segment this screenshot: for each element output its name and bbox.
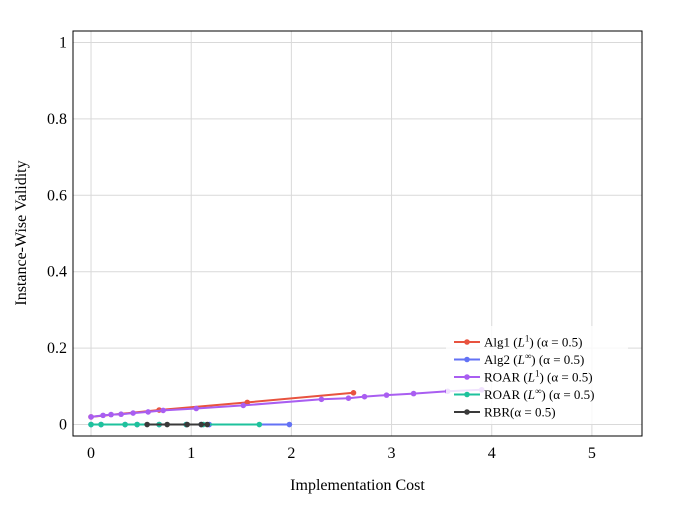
legend-swatch-marker xyxy=(464,374,470,380)
data-point xyxy=(240,402,247,409)
data-point xyxy=(100,412,106,419)
legend-label: Alg2 (L∞) (α = 0.5) xyxy=(484,351,584,367)
data-point xyxy=(286,421,293,428)
data-point xyxy=(318,396,325,403)
legend-swatch-marker xyxy=(464,339,470,345)
legend-label-suffix: ) (α = 0.5) xyxy=(541,387,594,402)
legend-label-prefix: Alg2 ( xyxy=(484,352,518,367)
legend: Alg1 (L1) (α = 0.5)Alg2 (L∞) (α = 0.5)RO… xyxy=(446,326,628,424)
data-point xyxy=(350,390,357,396)
data-point xyxy=(88,421,94,428)
data-point xyxy=(88,414,94,420)
legend-label-prefix: RBR(α = 0.5) xyxy=(484,405,556,420)
legend-label-base: L xyxy=(527,370,535,385)
legend-label-prefix: Alg1 ( xyxy=(484,335,518,350)
legend-swatch-marker xyxy=(464,391,470,398)
legend-item: ROAR (L∞) (α = 0.5) xyxy=(454,386,595,402)
data-point xyxy=(122,421,128,428)
data-point xyxy=(108,411,114,418)
ticks: 0 1 2 3 4 5 0 0.2 0.4 0.6 0.8 1 xyxy=(47,34,596,462)
legend-label-sup: 1 xyxy=(525,334,530,344)
data-point xyxy=(256,421,263,428)
legend-label-suffix: ) (α = 0.5) xyxy=(531,352,584,367)
grid xyxy=(73,31,642,436)
data-point xyxy=(410,390,417,397)
y-axis-title: Instance-Wise Validity xyxy=(13,160,30,305)
data-point xyxy=(144,421,150,428)
y-tick-label: 0.4 xyxy=(47,264,67,281)
y-tick-label: 0 xyxy=(59,417,67,434)
legend-label-suffix: ) (α = 0.5) xyxy=(529,335,582,350)
x-axis-title: Implementation Cost xyxy=(290,477,425,494)
x-tick-label: 5 xyxy=(588,445,596,462)
x-tick-label: 1 xyxy=(187,445,195,462)
data-point xyxy=(164,421,170,428)
legend-item: Alg2 (L∞) (α = 0.5) xyxy=(454,351,584,367)
y-tick-label: 0.6 xyxy=(47,187,67,204)
series-4 xyxy=(144,421,211,428)
data-point xyxy=(361,393,368,400)
data-point xyxy=(134,421,140,428)
legend-label-base: L xyxy=(517,352,525,367)
legend-label-base: L xyxy=(527,387,535,402)
x-tick-label: 2 xyxy=(287,445,295,462)
legend-label-base: L xyxy=(517,335,525,350)
legend-label: RBR(α = 0.5) xyxy=(484,405,556,420)
legend-label: ROAR (L∞) (α = 0.5) xyxy=(484,386,595,402)
legend-label-sup: ∞ xyxy=(525,351,531,361)
y-tick-label: 1 xyxy=(59,34,67,51)
y-tick-label: 0.2 xyxy=(47,340,67,357)
legend-item: RBR(α = 0.5) xyxy=(454,405,556,420)
data-point xyxy=(198,421,205,428)
data-point xyxy=(193,405,200,412)
data-point xyxy=(130,410,136,416)
data-point xyxy=(184,421,191,428)
data-point xyxy=(145,409,151,415)
data-point xyxy=(345,395,352,401)
series-layer xyxy=(88,386,485,428)
data-point xyxy=(204,421,211,428)
y-tick-label: 0.8 xyxy=(47,111,67,128)
data-point xyxy=(160,407,166,414)
plot-frame xyxy=(72,30,643,437)
legend-item: ROAR (L1) (α = 0.5) xyxy=(454,369,593,385)
x-tick-label: 4 xyxy=(488,445,496,462)
data-point xyxy=(383,392,390,398)
data-point xyxy=(118,411,124,418)
legend-label-prefix: ROAR ( xyxy=(484,370,528,385)
data-point xyxy=(98,421,104,428)
legend-swatch-marker xyxy=(464,356,470,363)
legend-label-sup: ∞ xyxy=(535,386,541,396)
legend-label: ROAR (L1) (α = 0.5) xyxy=(484,369,593,385)
x-tick-label: 0 xyxy=(87,445,95,462)
legend-label-suffix: ) (α = 0.5) xyxy=(539,370,592,385)
legend-item: Alg1 (L1) (α = 0.5) xyxy=(454,334,582,350)
legend-swatch-marker xyxy=(464,409,470,415)
legend-label: Alg1 (L1) (α = 0.5) xyxy=(484,334,582,350)
data-point xyxy=(244,399,251,406)
series-2 xyxy=(88,386,485,420)
series-line xyxy=(90,388,482,418)
legend-label-prefix: ROAR ( xyxy=(484,387,528,402)
x-tick-label: 3 xyxy=(388,445,396,462)
legend-label-sup: 1 xyxy=(535,369,540,379)
